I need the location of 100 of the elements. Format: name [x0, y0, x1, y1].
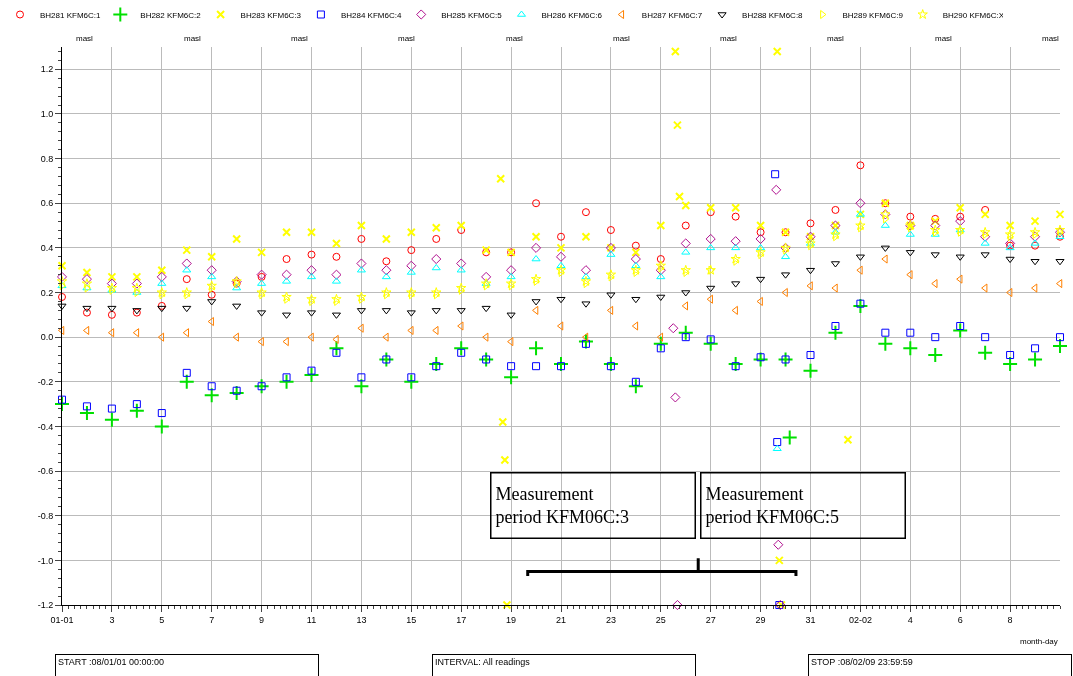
- point: [531, 232, 541, 242]
- point: [531, 299, 541, 306]
- point: [481, 305, 491, 313]
- text: STOP :08/02/09 23:59:59: [811, 657, 913, 667]
- point: [57, 261, 67, 271]
- point: [880, 221, 890, 228]
- point: [378, 351, 395, 368]
- point: [680, 238, 691, 249]
- point: [931, 333, 940, 342]
- y-tick-label: -1.0: [37, 555, 54, 566]
- point: [705, 233, 716, 244]
- point: [1030, 259, 1040, 266]
- point: [1031, 283, 1038, 293]
- point: [181, 258, 192, 269]
- point: [382, 355, 391, 364]
- y-tick-label: 0.6: [40, 198, 54, 209]
- point: [556, 296, 566, 304]
- point: [1005, 221, 1015, 231]
- point: [457, 321, 464, 331]
- point: [731, 281, 741, 288]
- point: [257, 310, 267, 317]
- point: [580, 265, 591, 276]
- point: [107, 404, 116, 413]
- x-tick-label: 29: [755, 614, 766, 625]
- point: [357, 373, 366, 382]
- point: [756, 296, 763, 306]
- point: [406, 260, 417, 271]
- point: [577, 333, 594, 350]
- x-tick-label: 27: [705, 614, 716, 625]
- x-tick-label: 8: [1007, 614, 1013, 625]
- y-tick-label: 0.8: [40, 153, 54, 164]
- point: [207, 317, 214, 327]
- point: [82, 325, 90, 335]
- point: [905, 250, 915, 257]
- point: [382, 332, 389, 342]
- point: [332, 252, 341, 261]
- point: [553, 355, 569, 372]
- point: [306, 265, 317, 276]
- legend-label: BH290 KFM6C:X: [942, 10, 1005, 20]
- point: [232, 332, 239, 342]
- point: [153, 418, 170, 435]
- point: [107, 310, 116, 319]
- point: [382, 257, 391, 266]
- point: [1052, 338, 1068, 355]
- text: masl: [613, 34, 631, 43]
- point: [731, 305, 738, 315]
- y-tick-label: -0.6: [37, 466, 54, 477]
- annotation: Measurement period KFM06C:5: [705, 483, 840, 528]
- point: [381, 234, 391, 244]
- point: [606, 250, 616, 257]
- point: [431, 308, 441, 315]
- point: [432, 234, 441, 243]
- point: [856, 265, 863, 275]
- text: INTERVAL: All readings: [435, 657, 531, 667]
- point: [706, 294, 713, 304]
- point: [506, 312, 516, 319]
- point: [182, 305, 192, 313]
- point: [82, 308, 91, 317]
- x-tick-label: 17: [456, 614, 467, 625]
- point: [631, 241, 640, 250]
- point: [581, 272, 591, 280]
- point: [880, 245, 890, 252]
- point: [157, 301, 166, 310]
- point: [356, 266, 366, 273]
- legend-label: BH283 KFM6C:3: [240, 10, 302, 20]
- point: [131, 282, 143, 293]
- annotation: Measurement period KFM06C:3: [495, 483, 630, 528]
- x-tick-label: 21: [555, 614, 567, 625]
- point: [82, 267, 92, 277]
- point: [528, 340, 545, 357]
- point: [257, 247, 267, 257]
- point: [356, 258, 367, 269]
- text: masl: [398, 34, 416, 43]
- text: masl: [935, 34, 953, 43]
- point: [431, 223, 441, 233]
- text: masl: [720, 34, 738, 43]
- point: [531, 255, 541, 262]
- point: [457, 348, 466, 357]
- legend-label: BH287 KFM6C:7: [641, 10, 703, 20]
- point: [357, 323, 364, 333]
- point: [507, 362, 516, 371]
- point: [727, 355, 744, 372]
- point: [806, 281, 813, 291]
- legend-label: BH284 KFM6C:4: [340, 10, 402, 20]
- point: [306, 272, 317, 280]
- point: [157, 305, 167, 313]
- x-tick-label: 7: [209, 614, 215, 625]
- point: [681, 290, 691, 297]
- text: masl: [1042, 34, 1060, 43]
- point: [331, 277, 341, 284]
- text: masl: [184, 34, 202, 43]
- point: [157, 279, 167, 286]
- point: [506, 272, 516, 280]
- point: [630, 253, 641, 265]
- point: [406, 310, 416, 317]
- point: [555, 251, 567, 262]
- point: [931, 279, 938, 289]
- x-tick-label: 23: [605, 614, 616, 625]
- legend-label: BH282 KFM6C:2: [140, 10, 202, 20]
- point: [805, 267, 816, 275]
